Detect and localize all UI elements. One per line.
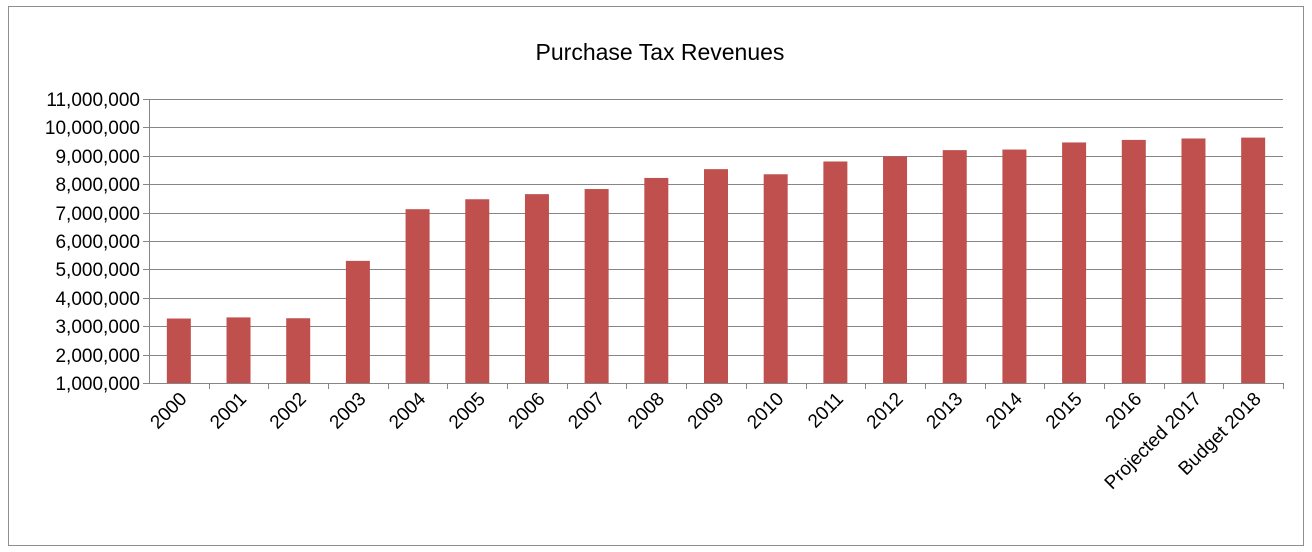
gridlines: [149, 99, 1283, 356]
y-axis-tick-labels: 1,000,000 2,000,000 3,000,000 4,000,000 5,00…: [45, 90, 140, 395]
bar: [644, 177, 669, 383]
x-axis-tick-labels: 2000 2001 2002 2003 2004 2005 2006 2007 2008 2009…: [147, 388, 1266, 494]
x-tick-label: 2005: [445, 389, 490, 434]
x-tick-label: 2010: [743, 389, 788, 434]
bar: [584, 189, 609, 383]
bar: [524, 194, 549, 383]
x-tick-label: 2006: [505, 389, 550, 434]
y-tick-label: 2,000,000: [55, 346, 140, 367]
x-tick-label: 2012: [863, 389, 908, 434]
bar: [1062, 142, 1087, 383]
chart-title: Purchase Tax Revenues: [536, 39, 785, 65]
bar: [763, 174, 788, 383]
y-tick-label: 1,000,000: [55, 374, 140, 395]
bar: [345, 260, 370, 383]
bar: [1241, 137, 1266, 383]
x-tick-label: 2004: [385, 388, 430, 433]
x-tick-label: 2016: [1102, 389, 1147, 434]
y-tick-label: 11,000,000: [46, 90, 140, 111]
x-tick-label: 2007: [564, 389, 609, 434]
y-tick-label: 7,000,000: [55, 204, 140, 225]
y-tick-label: 8,000,000: [55, 175, 140, 196]
bar: [166, 318, 191, 383]
bar: [1181, 138, 1206, 383]
x-tick-label: 2002: [266, 389, 311, 434]
bar: [942, 150, 967, 383]
bar: [286, 318, 311, 383]
y-tick-label: 6,000,000: [55, 232, 140, 253]
y-tick-label: 5,000,000: [55, 260, 140, 281]
y-tick-label: 10,000,000: [45, 118, 140, 139]
bar: [704, 169, 728, 383]
x-tick-label: 2015: [1042, 389, 1087, 434]
x-tick-label: 2014: [982, 388, 1027, 433]
bar: [465, 199, 490, 383]
x-tick-label: 2001: [206, 389, 251, 434]
x-tick-label: 2009: [684, 389, 729, 434]
y-tick-label: 9,000,000: [55, 147, 140, 168]
x-tick-label: 2013: [923, 389, 968, 434]
bar: [1002, 149, 1027, 383]
bar: [405, 209, 430, 383]
x-tick-label: 2003: [326, 389, 371, 434]
y-tick-label: 3,000,000: [55, 317, 140, 338]
bar: [883, 156, 908, 383]
bars: [166, 137, 1266, 383]
bar: [226, 317, 251, 383]
x-tick-label: 2011: [804, 389, 848, 433]
bar: [823, 161, 848, 383]
x-tick-label: 2000: [147, 389, 192, 434]
bar: [1121, 139, 1146, 383]
x-tick-label: 2008: [624, 389, 669, 434]
y-tick-label: 4,000,000: [55, 289, 140, 310]
axes: [143, 99, 1284, 389]
